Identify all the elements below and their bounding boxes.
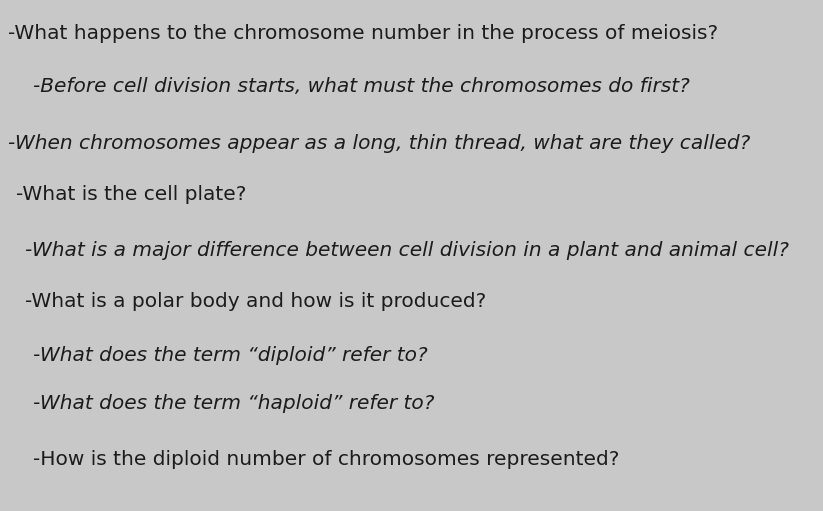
- Text: -What does the term “haploid” refer to?: -What does the term “haploid” refer to?: [33, 394, 435, 413]
- Text: -What happens to the chromosome number in the process of meiosis?: -What happens to the chromosome number i…: [8, 24, 718, 43]
- Text: -When chromosomes appear as a long, thin thread, what are they called?: -When chromosomes appear as a long, thin…: [8, 133, 751, 153]
- Text: -Before cell division starts, what must the chromosomes do first?: -Before cell division starts, what must …: [33, 77, 690, 97]
- Text: -How is the diploid number of chromosomes represented?: -How is the diploid number of chromosome…: [33, 450, 619, 470]
- Text: -What is the cell plate?: -What is the cell plate?: [16, 184, 247, 204]
- Text: -What is a polar body and how is it produced?: -What is a polar body and how is it prod…: [25, 292, 486, 311]
- Text: -What does the term “diploid” refer to?: -What does the term “diploid” refer to?: [33, 345, 427, 365]
- Text: -What is a major difference between cell division in a plant and animal cell?: -What is a major difference between cell…: [25, 241, 788, 260]
